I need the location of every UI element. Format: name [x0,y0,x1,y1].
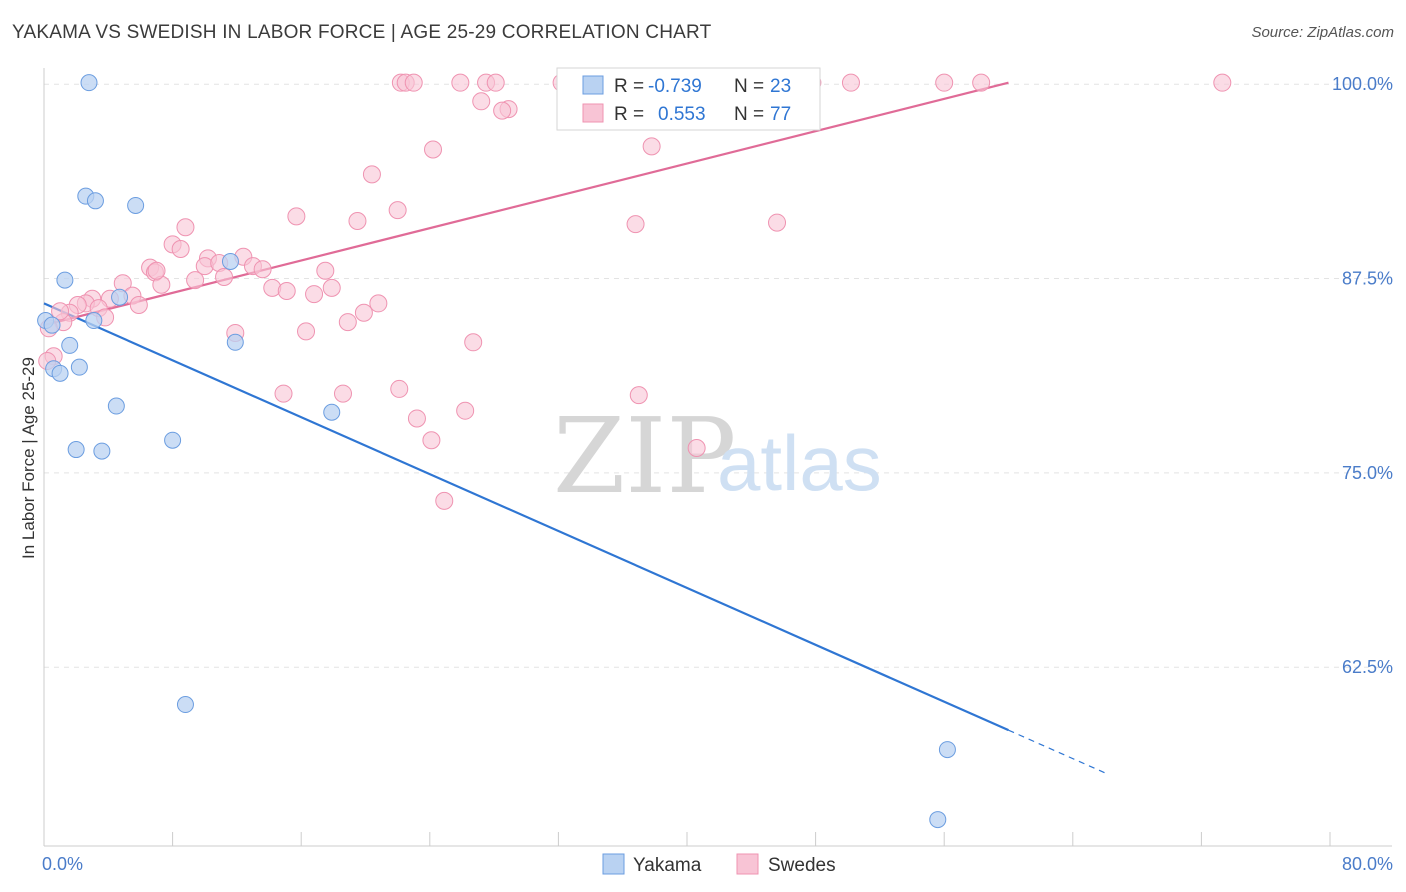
yakama-point-16 [67,441,85,459]
y-axis-title: In Labor Force | Age 25-29 [19,357,38,559]
swedes-point-14 [972,73,991,92]
swedes-point-26 [768,213,787,232]
swedes-point-16 [472,92,491,111]
bottom-legend: Yakama Swedes [602,853,836,876]
swedes-point-5 [486,73,505,92]
yakama-point-12 [51,364,69,382]
yakama-point-17 [93,442,111,460]
swedes-point-20 [642,137,661,156]
yakama-points [37,74,956,829]
tick-labels: 62.5% 75.0% 87.5% 100.0% 0.0% 80.0% [42,74,1393,874]
x-tick-label-min: 0.0% [42,854,83,874]
yakama-point-20 [938,741,956,759]
swedes-point-55 [369,294,388,313]
yakama-trend-line-extension [1008,729,1106,774]
source-credit: Source: ZipAtlas.com [1251,24,1394,41]
swedes-point-37 [316,261,335,280]
bottom-legend-label-swedes: Swedes [768,855,836,876]
swedes-point-18 [493,101,512,120]
stats-legend: R = -0.739 N = 23 R = 0.553 N = 77 [556,67,821,131]
y-tick-label-2: 87.5% [1342,269,1393,289]
yakama-trend-line [43,302,1009,732]
swedes-point-72 [687,439,706,458]
swedes-point-29 [171,240,190,259]
yakama-point-13 [70,358,88,376]
legend-r-value-yakama: -0.739 [648,76,702,97]
yakama-point-15 [323,403,341,421]
swedes-point-46 [322,278,341,297]
swedes-point-71 [422,431,441,450]
yakama-point-4 [56,271,74,289]
y-tick-label-0: 62.5% [1342,657,1393,677]
swedes-point-45 [305,285,324,304]
swedes-point-24 [348,212,367,231]
watermark-atlas: atlas [717,419,882,507]
swedes-point-67 [390,379,409,398]
swedes-point-65 [274,384,293,403]
legend-n-value-swedes: 77 [770,104,791,125]
swedes-point-13 [935,73,954,92]
swedes-point-56 [354,303,373,322]
swedes-point-3 [451,73,470,92]
legend-r-label-swedes: R = [614,104,644,125]
swedes-point-59 [338,313,357,332]
swedes-point-68 [629,386,648,405]
swedes-point-25 [626,215,645,234]
trend-lines [43,81,1106,774]
legend-n-label-swedes: N = [734,104,764,125]
swedes-point-27 [176,218,195,237]
x-tick-label-max: 80.0% [1342,854,1393,874]
swedes-point-39 [215,267,234,286]
bottom-legend-swatch-yakama [602,853,625,875]
watermark-zip: ZIP [553,395,736,517]
swedes-point-44 [277,281,296,300]
yakama-point-8 [221,252,239,270]
swedes-point-60 [297,322,316,341]
legend-r-label-yakama: R = [614,76,644,97]
yakama-point-3 [127,196,145,214]
swedes-point-36 [253,260,272,279]
swedes-point-42 [186,271,205,290]
bottom-legend-swatch-swedes [736,853,759,875]
swedes-point-54 [129,295,148,314]
yakama-point-14 [107,397,125,415]
legend-swatch-yakama [582,75,604,95]
yakama-point-5 [111,288,129,306]
swedes-point-73 [435,491,454,510]
yakama-point-18 [164,431,182,449]
bottom-legend-label-yakama: Yakama [633,855,702,876]
swedes-point-69 [456,401,475,420]
y-tick-label-3: 100.0% [1332,74,1393,94]
swedes-point-15 [1213,73,1232,92]
swedes-point-12 [841,73,860,92]
legend-r-value-swedes: 0.553 [658,104,706,125]
swedes-point-23 [287,207,306,226]
gridlines [44,83,1390,668]
yakama-point-0 [80,74,98,92]
swedes-point-74 [51,302,70,321]
swedes-point-22 [388,201,407,220]
yakama-point-2 [86,192,104,210]
swedes-point-21 [362,165,381,184]
yakama-point-22 [43,316,61,334]
y-tick-label-1: 75.0% [1342,463,1393,483]
yakama-point-7 [85,312,103,330]
legend-n-value-yakama: 23 [770,76,791,97]
axes [43,68,1392,847]
swedes-point-19 [424,140,443,159]
yakama-point-19 [176,696,194,714]
yakama-point-21 [929,811,947,829]
swedes-point-2 [404,73,423,92]
chart-title: YAKAMA VS SWEDISH IN LABOR FORCE | AGE 2… [12,22,712,43]
yakama-point-9 [61,336,79,354]
swedes-point-76 [147,261,166,280]
legend-swatch-swedes [582,103,604,123]
legend-n-label-yakama: N = [734,76,764,97]
swedes-point-70 [407,409,426,428]
swedes-point-62 [464,333,483,352]
yakama-point-10 [226,333,244,351]
swedes-point-66 [333,384,352,403]
swedes-trend-line [43,81,1009,327]
